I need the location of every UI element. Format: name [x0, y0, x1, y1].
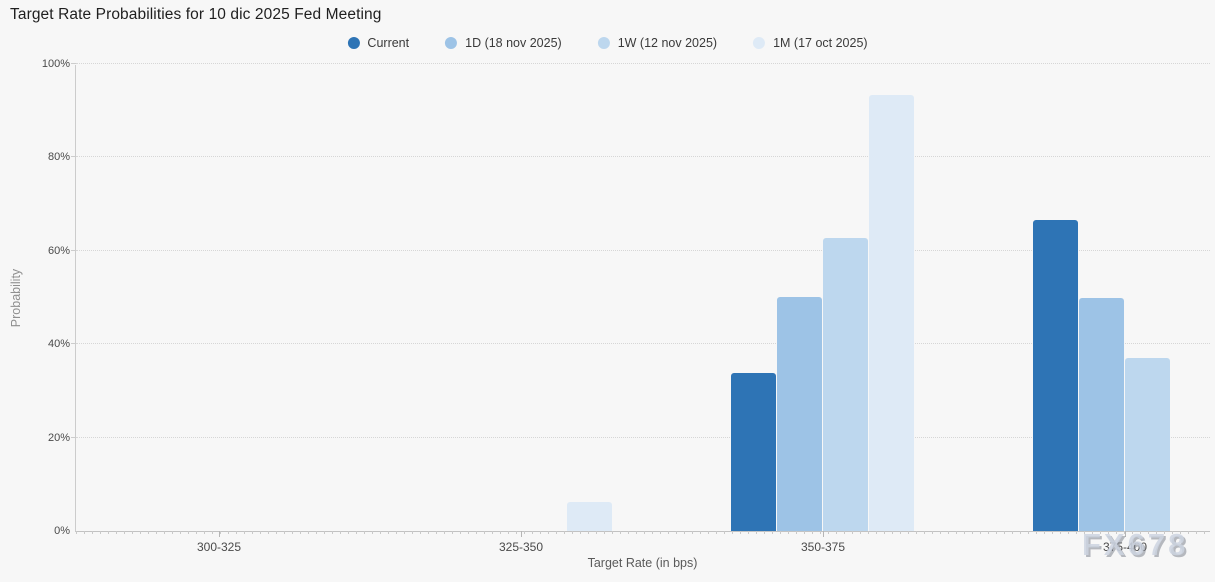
legend-label: 1M (17 oct 2025)	[773, 36, 868, 50]
bar-1w-350-375[interactable]	[823, 238, 868, 531]
chart-title: Target Rate Probabilities for 10 dic 202…	[10, 6, 382, 23]
legend-label: 1D (18 nov 2025)	[465, 36, 562, 50]
gridline-80pct	[76, 156, 1210, 158]
bar-current-375-400[interactable]	[1033, 219, 1078, 531]
y-tick-label-80pct: 80%	[47, 151, 70, 164]
x-tick-mark-300-325	[219, 531, 220, 537]
bar-1m-350-375[interactable]	[869, 94, 914, 531]
gridline-20pct	[76, 436, 1210, 438]
y-tick-mark-40pct	[71, 343, 76, 345]
gridline-60pct	[76, 249, 1210, 251]
legend-item-1w[interactable]: 1W (12 nov 2025)	[597, 36, 718, 50]
legend-label: 1W (12 nov 2025)	[617, 36, 718, 50]
x-axis-title: Target Rate (in bps)	[587, 556, 698, 570]
y-axis-title: Probability	[9, 268, 23, 328]
bar-current-350-375[interactable]	[731, 373, 776, 531]
plot-area: 0% 20% 40% 60% 80% 100% 300-325 325-350 350-375 3…	[42, 58, 1210, 554]
x-tick-label-350-375: 350-375	[800, 540, 846, 554]
y-tick-mark-100pct	[71, 63, 76, 64]
y-tick-mark-60pct	[71, 249, 76, 251]
bar-1d-375-400[interactable]	[1079, 297, 1124, 531]
legend-item-1d[interactable]: 1D (18 nov 2025)	[445, 36, 562, 50]
legend-label: Current	[367, 36, 410, 50]
y-tick-label-100pct: 100%	[41, 58, 70, 70]
y-tick-label-60pct: 60%	[47, 244, 70, 257]
legend: Current 1D (18 nov 2025) 1W (12 nov 2025) 1…	[347, 36, 868, 50]
legend-dot-icon	[597, 37, 610, 49]
gridline-100pct	[76, 63, 1210, 64]
legend-item-1m[interactable]: 1M (17 oct 2025)	[753, 36, 868, 50]
y-tick-label-20pct: 20%	[47, 431, 70, 444]
x-tick-label-375-400: 375-400	[1102, 540, 1148, 554]
legend-dot-icon	[445, 37, 458, 49]
y-tick-label-40pct: 40%	[47, 338, 70, 351]
x-tick-label-300-325: 300-325	[196, 540, 242, 554]
y-tick-label-0pct: 0%	[54, 525, 70, 537]
legend-item-current[interactable]: Current	[347, 36, 409, 50]
gridline-40pct	[76, 343, 1210, 345]
bar-1d-350-375[interactable]	[777, 297, 822, 531]
bar-1m-325-350[interactable]	[567, 502, 612, 531]
x-tick-mark-375-400	[1125, 531, 1126, 537]
x-tick-mark-350-375	[823, 531, 824, 537]
legend-dot-icon	[347, 37, 360, 49]
legend-dot-icon	[753, 37, 766, 49]
y-tick-mark-20pct	[71, 436, 76, 438]
x-tick-label-325-350: 325-350	[498, 540, 544, 554]
y-tick-mark-80pct	[71, 156, 76, 158]
x-tick-mark-325-350	[521, 531, 522, 537]
bar-1w-375-400[interactable]	[1125, 358, 1170, 531]
